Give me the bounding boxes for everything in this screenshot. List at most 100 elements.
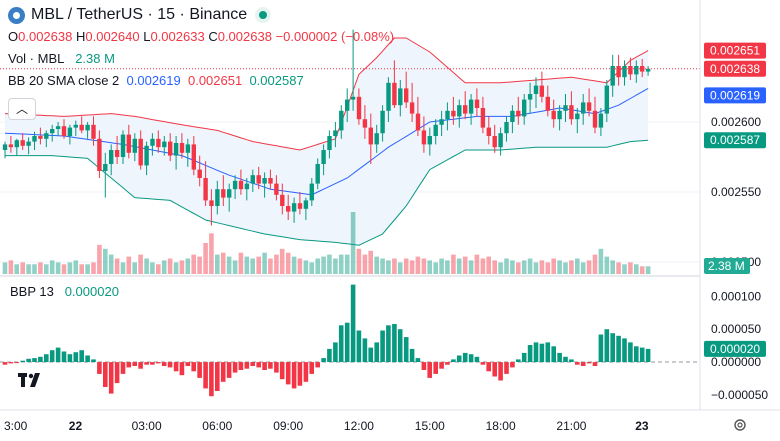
candle: [61, 119, 67, 139]
candle-body: [634, 66, 639, 75]
volume-bar: [321, 256, 326, 274]
candle: [114, 136, 120, 164]
candles: [2, 29, 651, 226]
bbp-legend[interactable]: BBP 13 0.000020: [10, 284, 119, 299]
candle-body: [427, 136, 432, 145]
bbp-bar: [598, 334, 604, 363]
tradingview-logo-icon[interactable]: [18, 373, 44, 391]
bbp-bar: [480, 362, 486, 365]
volume-bar: [20, 262, 25, 274]
volume-bar: [451, 254, 456, 274]
market-status-icon[interactable]: [255, 7, 272, 23]
candle: [486, 116, 491, 145]
bb-legend[interactable]: BB 20 SMA close 2 0.002619 0.002651 0.00…: [8, 72, 304, 90]
bbp-bar: [285, 362, 291, 385]
bbp-bar: [232, 362, 238, 373]
time-tick-label: 21:00: [556, 419, 586, 433]
bbp-bar: [321, 358, 326, 362]
volume-bar: [232, 260, 238, 274]
candle-body: [409, 102, 415, 114]
candle: [592, 96, 598, 134]
symbol-pair[interactable]: MBL / TetherUS: [31, 6, 144, 23]
candle: [291, 197, 297, 223]
candle: [144, 141, 149, 176]
candle-body: [598, 113, 604, 128]
candle: [504, 116, 509, 142]
volume-bar: [103, 248, 108, 274]
candle: [445, 102, 450, 131]
candle-body: [291, 203, 297, 212]
volume-bar: [138, 254, 143, 274]
candle: [645, 66, 651, 76]
volume-bar: [374, 256, 379, 274]
candle-body: [610, 66, 615, 86]
candle-body: [415, 113, 421, 131]
volume-bar: [191, 254, 196, 274]
candle-body: [280, 194, 285, 206]
candle-body: [232, 180, 238, 190]
candle-body: [474, 99, 480, 108]
candle-body: [150, 138, 155, 146]
bbp-bar: [114, 362, 120, 384]
bb-lower-value: 0.002587: [249, 73, 304, 88]
volume-bar: [480, 258, 486, 274]
gear-icon[interactable]: [733, 418, 747, 435]
volume-bar: [486, 256, 491, 274]
volume-bar: [380, 258, 385, 274]
volume-bar: [350, 212, 356, 274]
bbp-bar: [557, 352, 562, 363]
volume-bar: [586, 260, 592, 274]
candle: [581, 94, 586, 125]
candle-body: [350, 96, 356, 100]
candle-body: [2, 144, 8, 150]
bbp-bar: [356, 330, 362, 362]
volume-bar: [209, 233, 214, 274]
symbol-exchange[interactable]: Binance: [189, 6, 248, 23]
volume-bar: [563, 262, 568, 274]
candle-body: [504, 122, 509, 134]
time-axis[interactable]: 3:00 22 03:00 06:00 09:00 12:00 15:00 18:00 21:0…: [4, 419, 649, 433]
candle-body: [468, 99, 474, 114]
bb-lower-line: [5, 139, 649, 246]
volume-legend[interactable]: Vol · MBL 2.38 M: [8, 50, 115, 68]
volume-bar: [598, 248, 604, 274]
collapse-legend-button[interactable]: ︿: [8, 98, 36, 120]
volume-bar: [226, 256, 232, 274]
time-tick-label: 22: [69, 419, 83, 433]
symbol-row[interactable]: MBL / TetherUS · 15 · Binance: [8, 6, 272, 24]
volume-bar: [557, 260, 562, 274]
bbp-bar: [439, 362, 444, 369]
candle-body: [144, 145, 149, 166]
price-label-text: 0.002651: [710, 44, 760, 58]
candle: [227, 183, 232, 212]
candle-body: [345, 99, 350, 111]
volume-bar: [79, 264, 84, 274]
candle: [409, 82, 415, 122]
volume-bar: [456, 258, 462, 274]
volume-bar: [639, 266, 645, 275]
low-label: L: [143, 29, 151, 44]
bbp-bar: [333, 342, 338, 363]
candle-body: [533, 85, 539, 94]
bbp-bar: [85, 355, 90, 363]
volume-bar: [397, 262, 403, 274]
bbp-bar: [244, 362, 250, 369]
candle-body: [445, 110, 450, 120]
symbol-interval[interactable]: 15: [157, 6, 176, 23]
candle-body: [97, 138, 102, 171]
bbp-bar: [144, 362, 149, 365]
close-label: C: [208, 29, 218, 44]
candle: [274, 175, 279, 201]
change-value: −0.000002 (−0.08%): [275, 29, 395, 44]
bbp-axis[interactable]: 0.000100 0.000050 0.000000 −0.000050 0.00002…: [704, 289, 768, 402]
bbp-bar: [67, 354, 73, 363]
candle-body: [8, 144, 14, 148]
candle-body: [516, 110, 521, 117]
bbp-bar: [521, 352, 527, 363]
volume-bar: [551, 258, 556, 274]
bbp-bar: [262, 362, 267, 370]
volume-bar: [462, 256, 468, 274]
candle-body: [20, 140, 25, 146]
price-tick-label: 0.002550: [711, 185, 761, 199]
